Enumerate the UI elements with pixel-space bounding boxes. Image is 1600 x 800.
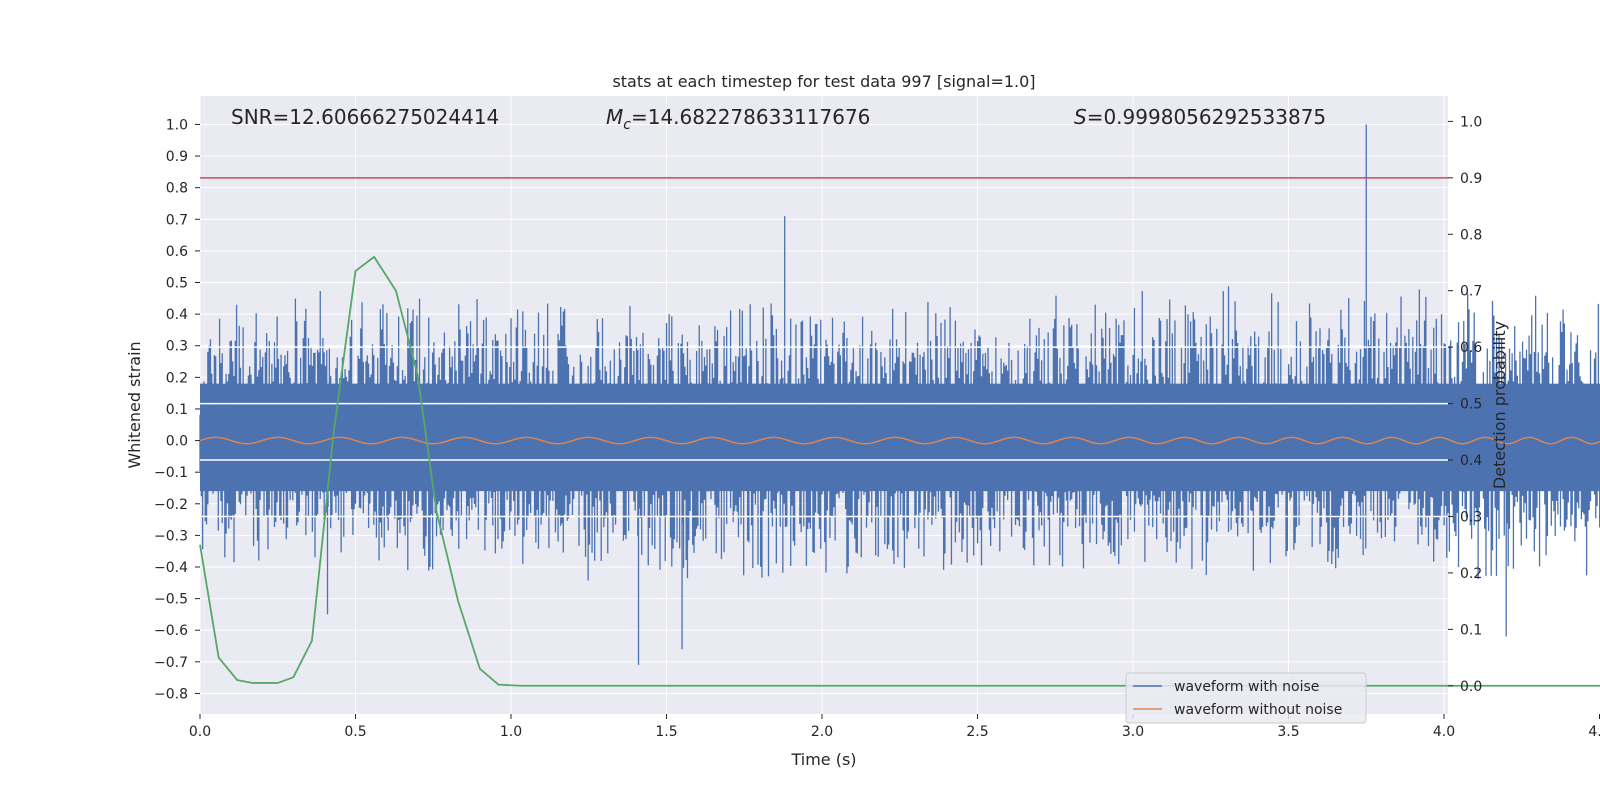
legend-label-noise: waveform with noise — [1174, 679, 1319, 695]
y2-tick-label: 0.7 — [1460, 284, 1482, 300]
y-tick-label: 0.0 — [166, 434, 188, 450]
y2-tick-label: 0.0 — [1460, 679, 1482, 695]
x-tick-label: 2.5 — [966, 724, 988, 740]
probability-series — [199, 255, 1600, 687]
y-tick-label: 0.4 — [166, 307, 188, 323]
y-tick-label: −0.2 — [154, 497, 188, 513]
y-tick-label: 0.2 — [166, 370, 188, 386]
y-tick-label: 0.7 — [166, 212, 188, 228]
x-tick-label: 2.0 — [811, 724, 833, 740]
chart-title: stats at each timestep for test data 997… — [612, 72, 1035, 91]
y2-tick-label: 0.5 — [1460, 397, 1482, 413]
legend-label-clean: waveform without noise — [1174, 702, 1342, 718]
y2-tick-label: 1.0 — [1460, 114, 1482, 130]
y-tick-label: −0.6 — [154, 623, 188, 639]
x-tick-label: 0.5 — [344, 724, 366, 740]
x-tick-label: 3.0 — [1122, 724, 1144, 740]
x-tick-label: 4.0 — [1433, 724, 1455, 740]
y-tick-label: −0.5 — [154, 592, 188, 608]
y-ticks: 1.0 0.9 0.8 0.7 0.6 0.5 0.4 0.3 0.2 0.1 0.0 −0.1 −0.… — [154, 117, 200, 702]
y-tick-label: −0.7 — [154, 655, 188, 671]
y2-tick-label: 0.4 — [1460, 453, 1482, 469]
clean-series-line — [199, 436, 1600, 445]
x-tick-label: 4.5 — [1588, 724, 1600, 740]
x-tick-label: 0.0 — [189, 724, 211, 740]
y-tick-label: 0.6 — [166, 244, 188, 260]
y-tick-label: 1.0 — [166, 117, 188, 133]
y2-tick-label: 0.6 — [1460, 340, 1482, 356]
s-value: =0.9998056292533875 — [1087, 105, 1326, 129]
x-tick-label: 1.0 — [500, 724, 522, 740]
y-tick-label: −0.3 — [154, 528, 188, 544]
y-tick-label: −0.1 — [154, 465, 188, 481]
s-annotation: S=0.9998056292533875 — [1074, 105, 1326, 129]
probability-line — [199, 255, 1600, 687]
mc-annotation: Mc=14.682278633117676 — [606, 105, 870, 133]
legend: waveform with noise waveform without noi… — [1125, 672, 1367, 724]
s-symbol: S — [1074, 105, 1087, 129]
y-tick-label: −0.8 — [154, 686, 188, 702]
x-axis-label: Time (s) — [790, 750, 856, 769]
y2-tick-label: 0.3 — [1460, 509, 1482, 525]
y-tick-label: 0.3 — [166, 339, 188, 355]
snr-annotation: SNR=12.60666275024414 — [231, 105, 499, 129]
mc-symbol: M — [606, 105, 623, 129]
mc-subscript: c — [623, 117, 631, 133]
y2-ticks: 1.0 0.9 0.8 0.7 0.6 0.5 0.4 0.3 0.2 0.1 0.0 — [1448, 114, 1482, 695]
y2-axis-label: Detection probability — [1490, 321, 1509, 489]
x-ticks: 0.00.51.01.52.02.53.03.54.04.55.05.56.06… — [189, 714, 1600, 740]
y2-tick-label: 0.1 — [1460, 622, 1482, 638]
legend-box — [1125, 672, 1367, 724]
y-tick-label: 0.1 — [166, 402, 188, 418]
y-tick-label: 0.5 — [166, 276, 188, 292]
x-tick-label: 1.5 — [655, 724, 677, 740]
y2-tick-label: 0.8 — [1460, 227, 1482, 243]
x-tick-label: 3.5 — [1277, 724, 1299, 740]
y-tick-label: 0.8 — [166, 181, 188, 197]
mc-value: =14.682278633117676 — [631, 105, 870, 129]
y2-tick-label: 0.9 — [1460, 171, 1482, 187]
clean-series — [199, 436, 1600, 445]
reference-lines — [200, 177, 1448, 518]
y-tick-label: −0.4 — [154, 560, 188, 576]
y-axis-label: Whitened strain — [125, 341, 144, 468]
y2-tick-label: 0.2 — [1460, 566, 1482, 582]
noise-series-line — [199, 124, 1600, 665]
y-tick-label: 0.9 — [166, 149, 188, 165]
